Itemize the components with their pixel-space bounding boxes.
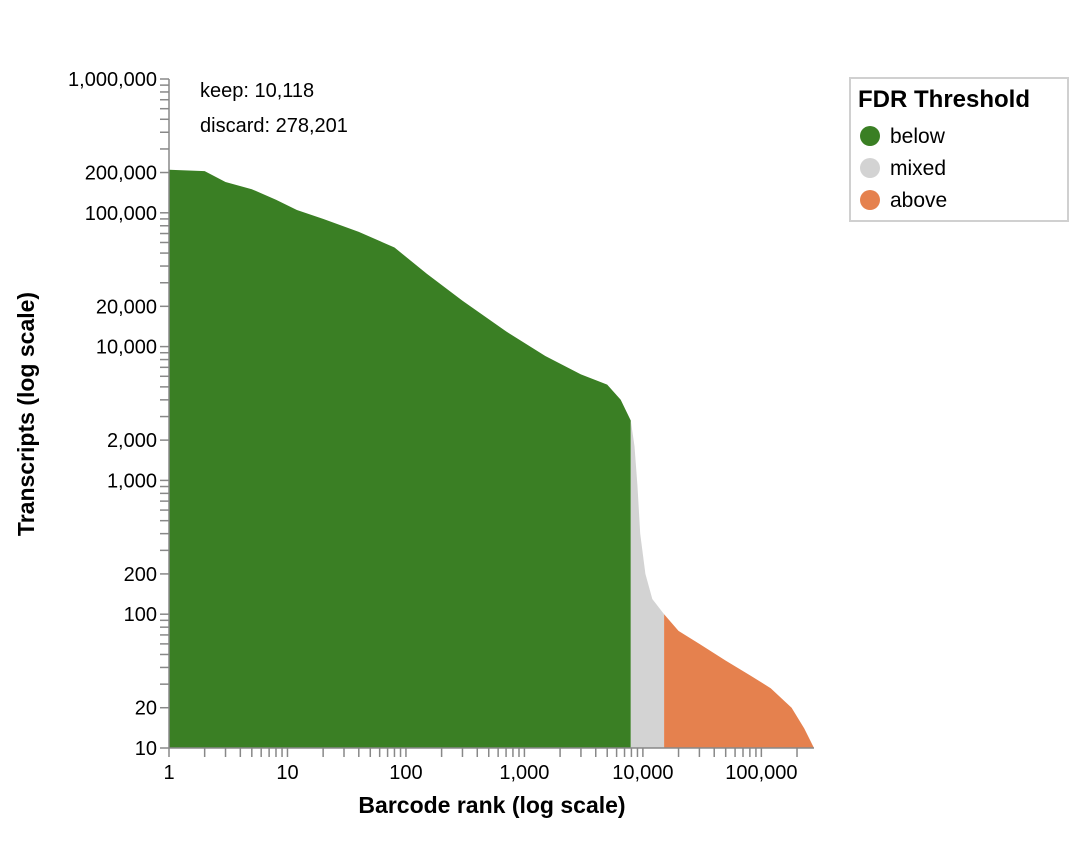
y-tick-label: 1,000,000 <box>68 69 157 91</box>
y-axis: 10 20 100 200 1,000 2,000 10,000 20,000 100,000 2… <box>68 69 170 760</box>
x-tick-label: 100 <box>389 762 422 784</box>
x-tick-label: 10 <box>276 762 298 784</box>
x-tick-label: 100,000 <box>725 762 797 784</box>
x-axis-title: Barcode rank (log scale) <box>358 792 625 818</box>
area-series-below <box>169 169 631 748</box>
legend-label-mixed: mixed <box>890 157 946 180</box>
area-series-above <box>664 614 814 748</box>
legend-swatch-below <box>860 126 880 146</box>
area-layer <box>169 169 814 748</box>
y-tick-label: 200 <box>124 564 157 586</box>
x-tick-label: 10,000 <box>612 762 673 784</box>
y-axis-title: Transcripts (log scale) <box>13 292 39 536</box>
legend-swatch-above <box>860 190 880 210</box>
legend-frame <box>849 77 1069 222</box>
y-tick-label: 2,000 <box>107 430 157 452</box>
y-tick-label: 20 <box>135 698 157 720</box>
y-tick-label: 1,000 <box>107 470 157 492</box>
legend-title: FDR Threshold <box>858 86 1030 113</box>
x-tick-label: 1 <box>163 762 174 784</box>
keep-count-annotation: keep: 10,118 <box>200 80 314 102</box>
y-tick-label: 100 <box>124 604 157 626</box>
area-series-mixed <box>630 420 665 748</box>
x-tick-label: 1,000 <box>499 762 549 784</box>
legend: FDR Threshold below mixed above <box>849 77 1069 222</box>
legend-label-above: above <box>890 189 947 212</box>
y-tick-label: 200,000 <box>85 163 157 185</box>
legend-swatch-mixed <box>860 158 880 178</box>
y-tick-label: 10,000 <box>96 337 157 359</box>
legend-entries: below mixed above <box>860 125 947 212</box>
x-axis: 1 10 100 1,000 10,000 100,000 <box>163 747 814 784</box>
y-tick-label: 20,000 <box>96 296 157 318</box>
legend-label-below: below <box>890 125 946 148</box>
y-tick-label: 10 <box>135 738 157 760</box>
y-tick-label: 100,000 <box>85 203 157 225</box>
discard-count-annotation: discard: 278,201 <box>200 115 348 137</box>
